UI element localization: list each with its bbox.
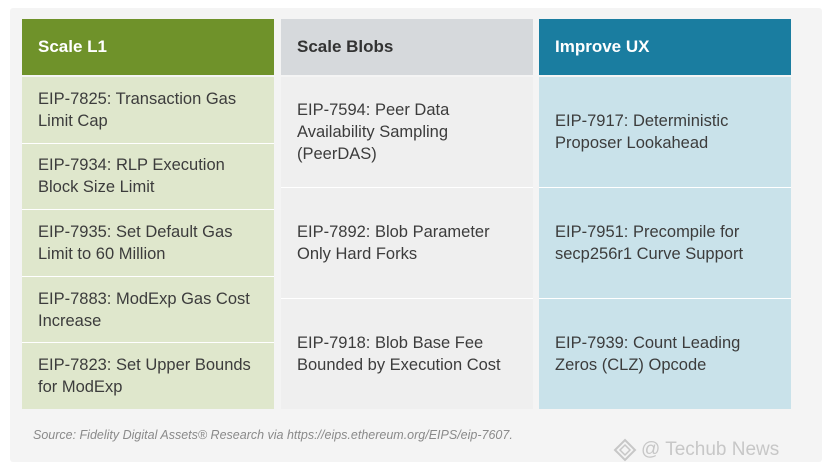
column-scale-blobs: Scale Blobs EIP-7594: Peer Data Availabi… bbox=[281, 19, 533, 409]
column-header-scale-blobs: Scale Blobs bbox=[281, 19, 533, 75]
column-header-scale-l1: Scale L1 bbox=[22, 19, 274, 75]
eip-cell: EIP-7823: Set Upper Bounds for ModExp bbox=[22, 342, 274, 409]
eip-cell: EIP-7825: Transaction Gas Limit Cap bbox=[38, 89, 237, 130]
eip-cell: EIP-7883: ModExp Gas Cost Increase bbox=[22, 275, 274, 343]
column-improve-ux: Improve UX EIP-7917: Deterministic Propo… bbox=[539, 19, 791, 409]
column-scale-l1: Scale L1 EIP-7825: Transaction Gas Limit… bbox=[22, 19, 274, 409]
eip-cell: EIP-7951: Precompile for secp256r1 Curve… bbox=[539, 187, 791, 298]
eip-cell: EIP-7892: Blob Parameter Only Hard Forks bbox=[281, 187, 533, 298]
eip-cell: EIP-7935: Set Default Gas Limit to 60 Mi… bbox=[22, 209, 274, 276]
column-body-improve-ux: EIP-7917: Deterministic Proposer Lookahe… bbox=[539, 77, 791, 409]
eip-cell: EIP-7917: Deterministic Proposer Lookahe… bbox=[555, 112, 729, 152]
source-caption: Source: Fidelity Digital Assets® Researc… bbox=[33, 428, 513, 442]
eip-cell: EIP-7918: Blob Base Fee Bounded by Execu… bbox=[281, 298, 533, 409]
column-header-improve-ux: Improve UX bbox=[539, 19, 791, 75]
eip-cell: EIP-7939: Count Leading Zeros (CLZ) Opco… bbox=[539, 298, 791, 409]
eip-cell: EIP-7594: Peer Data Availability Samplin… bbox=[297, 101, 450, 163]
column-body-scale-blobs: EIP-7594: Peer Data Availability Samplin… bbox=[281, 77, 533, 409]
watermark: @ Techub News bbox=[613, 438, 779, 462]
diamond-logo-icon bbox=[613, 438, 637, 462]
watermark-text: @ Techub News bbox=[641, 439, 780, 460]
eip-cell: EIP-7934: RLP Execution Block Size Limit bbox=[22, 142, 274, 210]
column-body-scale-l1: EIP-7825: Transaction Gas Limit Cap EIP-… bbox=[22, 77, 274, 409]
